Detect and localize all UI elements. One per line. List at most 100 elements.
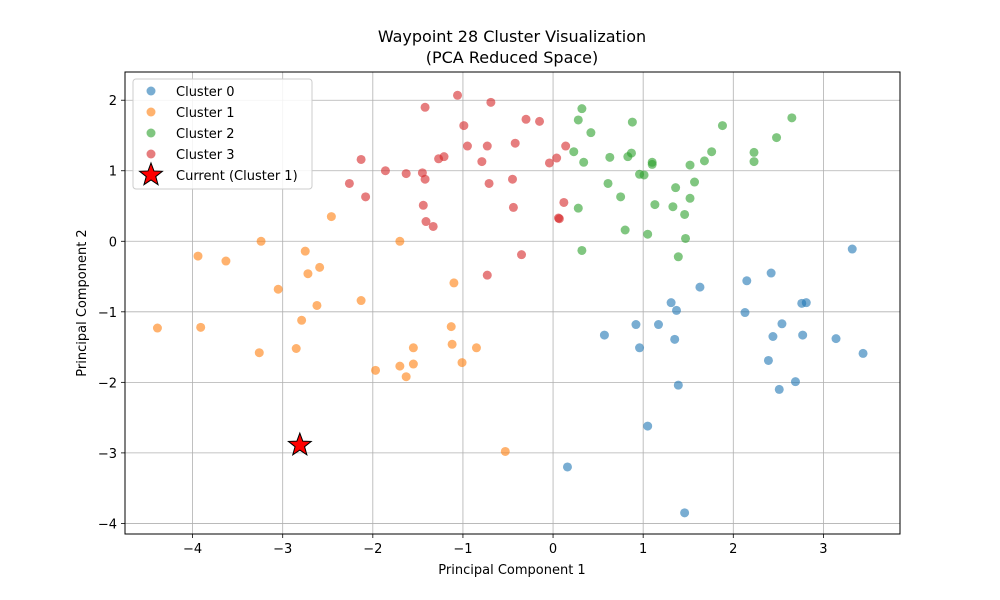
cluster-3-point — [508, 174, 517, 184]
cluster-0-point — [562, 462, 572, 472]
cluster-2-point — [605, 152, 615, 162]
cluster-1-point — [297, 315, 307, 325]
cluster-3-point — [482, 270, 492, 280]
cluster-0-point — [635, 343, 645, 353]
y-axis-label: Principal Component 2 — [75, 229, 90, 376]
y-tick-label: −4 — [98, 517, 117, 532]
cluster-3-point — [559, 197, 569, 207]
cluster-2-point — [685, 160, 695, 170]
cluster-2-point — [690, 177, 700, 187]
cluster-2-point — [573, 203, 583, 213]
y-tick-label: 1 — [109, 165, 117, 180]
legend-label: Current (Cluster 1) — [176, 169, 298, 184]
cluster-3-point — [434, 154, 444, 164]
cluster-0-point — [680, 508, 690, 518]
cluster-2-point — [577, 245, 587, 255]
cluster-0-point — [798, 330, 808, 340]
cluster-3-point — [521, 114, 531, 124]
legend: Cluster 0 Cluster 1 Cluster 2 Cluster 3 Curr… — [132, 78, 313, 190]
cluster-3-point — [484, 178, 494, 188]
cluster-3-point — [420, 102, 430, 112]
cluster-0-point — [790, 377, 800, 387]
x-tick-label: 1 — [639, 542, 647, 557]
cluster-1-point — [300, 246, 310, 256]
cluster-0-point — [653, 320, 663, 330]
cluster-2-point — [639, 170, 649, 180]
cluster-0-point — [763, 355, 773, 365]
cluster-0-point — [742, 276, 752, 286]
cluster-1-point — [446, 322, 456, 332]
cluster-0-point — [599, 330, 609, 340]
cluster-2-point — [623, 152, 633, 162]
cluster-3-point — [453, 90, 463, 100]
y-tick-label: 2 — [109, 94, 117, 109]
cluster-1-point — [256, 236, 266, 246]
cluster-2-point — [671, 183, 681, 193]
cluster-1-point — [447, 339, 457, 349]
legend-label: Cluster 3 — [176, 148, 235, 163]
cluster-2-point — [772, 133, 782, 143]
cluster-3-point — [380, 166, 390, 176]
legend-marker-cluster-0 — [146, 86, 156, 96]
cluster-1-point — [196, 322, 206, 332]
cluster-3-point — [482, 141, 492, 151]
legend-marker-cluster-1 — [146, 107, 156, 117]
chart-title: Waypoint 28 Cluster Visualization — [378, 27, 646, 46]
cluster-3-point — [462, 141, 472, 151]
cluster-3-point — [477, 157, 487, 167]
cluster-0-point — [766, 268, 776, 278]
cluster-1-point — [408, 343, 418, 353]
x-tick-label: −4 — [183, 542, 202, 557]
cluster-3-point — [401, 169, 411, 179]
cluster-2-point — [579, 157, 589, 167]
cluster-1-point — [395, 236, 405, 246]
x-tick-label: −3 — [273, 542, 292, 557]
cluster-1-point — [371, 365, 381, 375]
cluster-3-point — [421, 217, 431, 227]
cluster-2-point — [699, 156, 709, 166]
legend-star-marker — [138, 161, 164, 186]
x-tick-label: −1 — [453, 542, 472, 557]
cluster-0-point — [643, 421, 653, 431]
cluster-2-point — [749, 147, 759, 157]
y-tick-label: −1 — [98, 306, 117, 321]
cluster-1-point — [471, 343, 481, 353]
cluster-0-point — [858, 348, 868, 358]
legend-label: Cluster 0 — [176, 85, 235, 100]
cluster-2-point — [717, 121, 727, 131]
cluster-1-point — [457, 358, 467, 368]
cluster-2-point — [673, 252, 683, 262]
cluster-3-point — [356, 154, 366, 164]
cluster-2-point — [569, 147, 579, 157]
cluster-3-point — [420, 174, 430, 184]
x-tick-label: 3 — [819, 542, 827, 557]
cluster-1-point — [221, 256, 231, 266]
points-layer — [152, 90, 868, 518]
cluster-2-point — [627, 117, 637, 127]
cluster-1-point — [291, 343, 301, 353]
cluster-3-point — [510, 138, 520, 148]
cluster-1-point — [500, 446, 510, 456]
cluster-0-point — [831, 334, 841, 344]
cluster-1-point — [312, 300, 322, 310]
cluster-1-point — [401, 372, 411, 382]
cluster-2-point — [620, 225, 630, 235]
x-axis-label: Principal Component 1 — [438, 563, 585, 578]
cluster-3-point — [361, 192, 371, 202]
cluster-0-point — [673, 380, 683, 390]
cluster-0-point — [672, 305, 682, 315]
cluster-2-point — [643, 229, 653, 239]
cluster-3-point — [508, 202, 518, 212]
cluster-3-point — [344, 178, 354, 188]
cluster-1-point — [408, 359, 418, 369]
cluster-0-point — [777, 319, 787, 329]
cluster-2-point — [749, 157, 759, 167]
plot-frame — [124, 71, 901, 535]
cluster-1-point — [449, 278, 459, 288]
cluster-3-point — [486, 97, 496, 107]
cluster-0-point — [695, 282, 705, 292]
cluster-2-point — [787, 113, 797, 123]
cluster-3-point — [428, 221, 438, 231]
legend-label: Cluster 2 — [176, 127, 235, 142]
